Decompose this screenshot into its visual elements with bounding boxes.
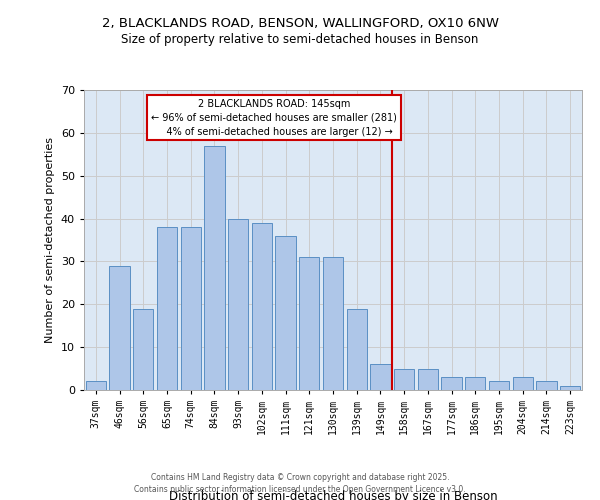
Text: 2 BLACKLANDS ROAD: 145sqm
← 96% of semi-detached houses are smaller (281)
    4%: 2 BLACKLANDS ROAD: 145sqm ← 96% of semi-… [151, 98, 397, 136]
Bar [252, 223, 272, 390]
Bar [299, 257, 319, 390]
Bar [465, 377, 485, 390]
Bar [275, 236, 296, 390]
Text: Contains HM Land Registry data © Crown copyright and database right 2025.
Contai: Contains HM Land Registry data © Crown c… [134, 472, 466, 494]
Bar [512, 377, 533, 390]
Bar [560, 386, 580, 390]
Bar [323, 257, 343, 390]
Text: Size of property relative to semi-detached houses in Benson: Size of property relative to semi-detach… [121, 32, 479, 46]
X-axis label: Distribution of semi-detached houses by size in Benson: Distribution of semi-detached houses by … [169, 490, 497, 500]
Text: 2, BLACKLANDS ROAD, BENSON, WALLINGFORD, OX10 6NW: 2, BLACKLANDS ROAD, BENSON, WALLINGFORD,… [101, 18, 499, 30]
Bar [86, 382, 106, 390]
Bar [489, 382, 509, 390]
Bar [157, 227, 177, 390]
Bar [205, 146, 224, 390]
Bar [109, 266, 130, 390]
Bar [347, 308, 367, 390]
Y-axis label: Number of semi-detached properties: Number of semi-detached properties [45, 137, 55, 343]
Bar [394, 368, 414, 390]
Bar [370, 364, 391, 390]
Bar [418, 368, 438, 390]
Bar [442, 377, 461, 390]
Bar [181, 227, 201, 390]
Bar [228, 218, 248, 390]
Bar [133, 308, 154, 390]
Bar [536, 382, 557, 390]
